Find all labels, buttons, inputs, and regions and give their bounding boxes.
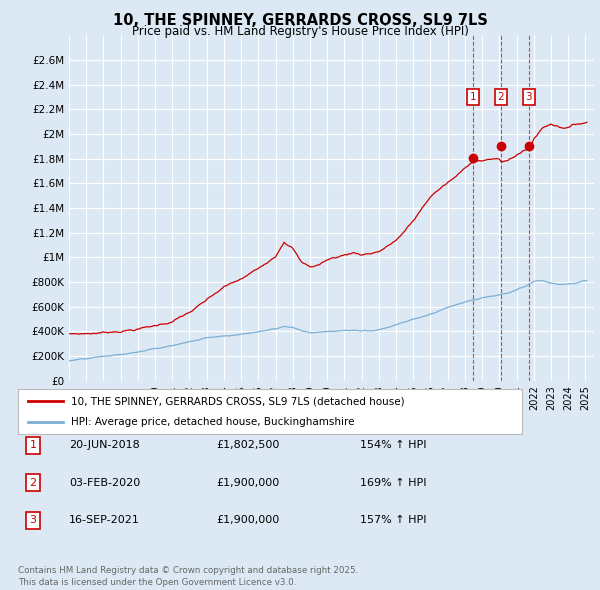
Text: 10, THE SPINNEY, GERRARDS CROSS, SL9 7LS: 10, THE SPINNEY, GERRARDS CROSS, SL9 7LS: [113, 13, 487, 28]
Text: 154% ↑ HPI: 154% ↑ HPI: [360, 441, 427, 450]
Text: 2: 2: [29, 478, 37, 487]
Text: 2: 2: [497, 92, 504, 102]
Text: 3: 3: [29, 516, 37, 525]
Text: 157% ↑ HPI: 157% ↑ HPI: [360, 516, 427, 525]
Text: HPI: Average price, detached house, Buckinghamshire: HPI: Average price, detached house, Buck…: [71, 417, 355, 427]
Text: Contains HM Land Registry data © Crown copyright and database right 2025.
This d: Contains HM Land Registry data © Crown c…: [18, 566, 358, 587]
Text: £1,900,000: £1,900,000: [216, 478, 279, 487]
Text: 3: 3: [526, 92, 532, 102]
Text: 169% ↑ HPI: 169% ↑ HPI: [360, 478, 427, 487]
Text: 1: 1: [470, 92, 476, 102]
Text: 1: 1: [29, 441, 37, 450]
Text: 16-SEP-2021: 16-SEP-2021: [69, 516, 140, 525]
Text: 03-FEB-2020: 03-FEB-2020: [69, 478, 140, 487]
Text: Price paid vs. HM Land Registry's House Price Index (HPI): Price paid vs. HM Land Registry's House …: [131, 25, 469, 38]
Text: 10, THE SPINNEY, GERRARDS CROSS, SL9 7LS (detached house): 10, THE SPINNEY, GERRARDS CROSS, SL9 7LS…: [71, 396, 404, 407]
Text: £1,802,500: £1,802,500: [216, 441, 280, 450]
Text: 20-JUN-2018: 20-JUN-2018: [69, 441, 140, 450]
Text: £1,900,000: £1,900,000: [216, 516, 279, 525]
